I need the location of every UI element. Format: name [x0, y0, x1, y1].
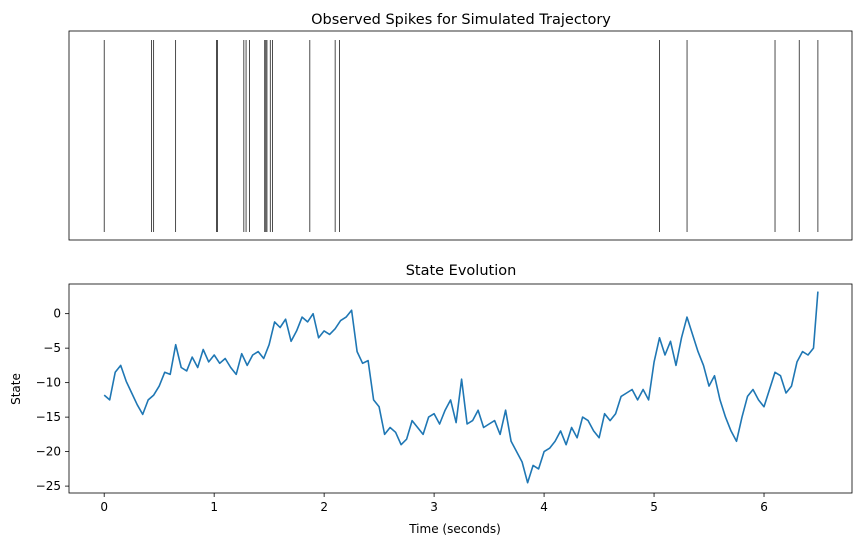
y-tick-label: −20	[36, 445, 61, 459]
spike-raster-panel: Observed Spikes for Simulated Trajectory	[68, 12, 853, 241]
y-tick-label: −10	[36, 376, 61, 390]
x-axis-ticks: 0 1 2 3 4 5 6	[100, 493, 768, 514]
y-axis-ticks: 0 −5 −10 −15 −20 −25	[36, 307, 69, 493]
state-line	[103, 291, 819, 484]
y-tick-label: 0	[53, 307, 61, 321]
x-axis-label: Time (seconds)	[408, 522, 501, 536]
state-evolution-frame	[68, 283, 853, 494]
spike-raster-title: Observed Spikes for Simulated Trajectory	[311, 12, 611, 28]
x-tick-label: 2	[320, 500, 328, 514]
x-tick-label: 3	[430, 500, 438, 514]
y-tick-label: −15	[36, 410, 61, 424]
y-tick-label: −25	[36, 479, 61, 493]
y-tick-label: −5	[43, 341, 61, 355]
x-tick-label: 1	[210, 500, 218, 514]
spike-marks	[103, 40, 819, 232]
x-tick-label: 4	[540, 500, 548, 514]
state-evolution-title: State Evolution	[406, 263, 517, 279]
x-tick-label: 5	[650, 500, 658, 514]
x-tick-label: 0	[100, 500, 108, 514]
y-axis-label: State	[9, 373, 23, 405]
spike-raster-frame	[68, 30, 853, 241]
x-tick-label: 6	[760, 500, 768, 514]
